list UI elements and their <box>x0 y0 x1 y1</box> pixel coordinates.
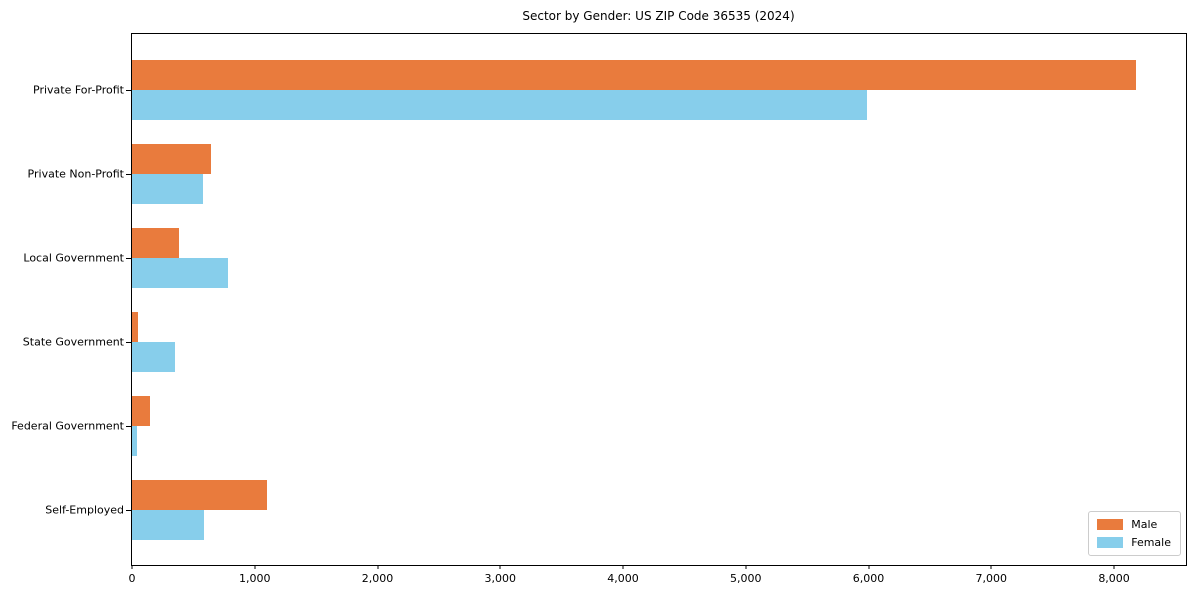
legend-entry-male: Male <box>1097 518 1171 531</box>
legend: Male Female <box>1088 511 1181 556</box>
y-tick-mark <box>126 174 131 175</box>
y-tick-label: Private Non-Profit <box>27 167 124 181</box>
x-tick-label: 7,000 <box>975 572 1008 585</box>
x-tick-mark <box>499 565 501 569</box>
bar-male-2 <box>132 228 179 258</box>
x-tick-label: 2,000 <box>361 572 394 585</box>
y-tick-label: Local Government <box>23 251 124 265</box>
y-tick-mark <box>126 90 131 91</box>
x-tick-mark <box>254 565 256 569</box>
bar-female-5 <box>132 510 204 540</box>
x-tick-mark <box>1113 565 1115 569</box>
x-tick-label: 1,000 <box>239 572 271 585</box>
x-axis: 0 1,000 2,000 3,000 4,000 5,000 6,000 7,000 8,00… <box>128 565 1186 595</box>
y-tick-label: Federal Government <box>11 419 124 433</box>
y-tick-mark <box>126 510 131 511</box>
x-tick-label: 5,000 <box>730 572 762 585</box>
legend-swatch-female <box>1097 537 1124 548</box>
x-tick-mark <box>377 565 379 569</box>
chart-title: Sector by Gender: US ZIP Code 36535 (202… <box>522 9 795 23</box>
x-tick-label: 3,000 <box>484 572 517 585</box>
bar-male-4 <box>132 396 151 426</box>
bar-male-3 <box>132 312 138 342</box>
legend-label-female: Female <box>1131 536 1171 549</box>
bar-male-5 <box>132 480 268 510</box>
legend-label-male: Male <box>1131 518 1158 531</box>
x-tick-mark <box>745 565 747 569</box>
x-tick-mark <box>131 565 133 569</box>
bar-female-2 <box>132 258 229 288</box>
bar-male-1 <box>132 144 211 174</box>
y-tick-mark <box>126 342 131 343</box>
legend-entry-female: Female <box>1097 536 1171 549</box>
y-tick-label: State Government <box>22 335 124 349</box>
x-tick-label: 4,000 <box>607 572 639 585</box>
y-tick-label: Private For-Profit <box>33 83 124 97</box>
x-tick-label: 0 <box>128 572 136 585</box>
bar-male-0 <box>132 60 1136 90</box>
legend-swatch-male <box>1097 519 1124 530</box>
bar-female-3 <box>132 342 175 372</box>
bar-female-0 <box>132 90 867 120</box>
bar-female-4 <box>132 426 137 456</box>
x-tick-mark <box>868 565 870 569</box>
y-tick-label: Self-Employed <box>45 503 124 517</box>
plot-area: Male Female <box>131 33 1187 566</box>
y-tick-mark <box>126 258 131 259</box>
x-tick-label: 6,000 <box>852 572 885 585</box>
bar-female-1 <box>132 174 204 204</box>
x-tick-mark <box>622 565 624 569</box>
y-tick-mark <box>126 426 131 427</box>
x-tick-label: 8,000 <box>1098 572 1130 585</box>
x-tick-mark <box>990 565 992 569</box>
